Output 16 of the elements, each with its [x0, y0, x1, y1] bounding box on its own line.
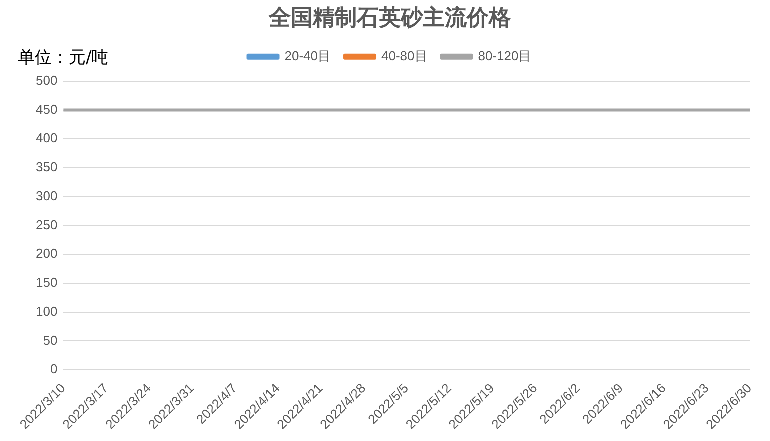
- y-tick-label: 100: [36, 304, 58, 319]
- chart-title: 全国精制石英砂主流价格: [268, 4, 512, 31]
- y-tick-label: 50: [43, 332, 58, 348]
- y-tick-label: 200: [36, 246, 58, 262]
- y-tick-label: 250: [36, 217, 58, 232]
- y-tick-label: 400: [36, 130, 58, 146]
- y-tick-label: 300: [36, 188, 58, 204]
- y-tick-label: 500: [36, 72, 58, 88]
- y-tick-label: 0: [50, 362, 58, 377]
- y-tick-label: 350: [36, 160, 58, 175]
- y-tick-label: 450: [36, 102, 58, 117]
- legend-label: 20-40目: [284, 48, 332, 64]
- y-tick-label: 150: [36, 275, 58, 290]
- text: 单位：元/吨: [18, 47, 109, 69]
- legend-label: 80-120目: [478, 48, 532, 64]
- legend-label: 40-80目: [382, 48, 428, 64]
